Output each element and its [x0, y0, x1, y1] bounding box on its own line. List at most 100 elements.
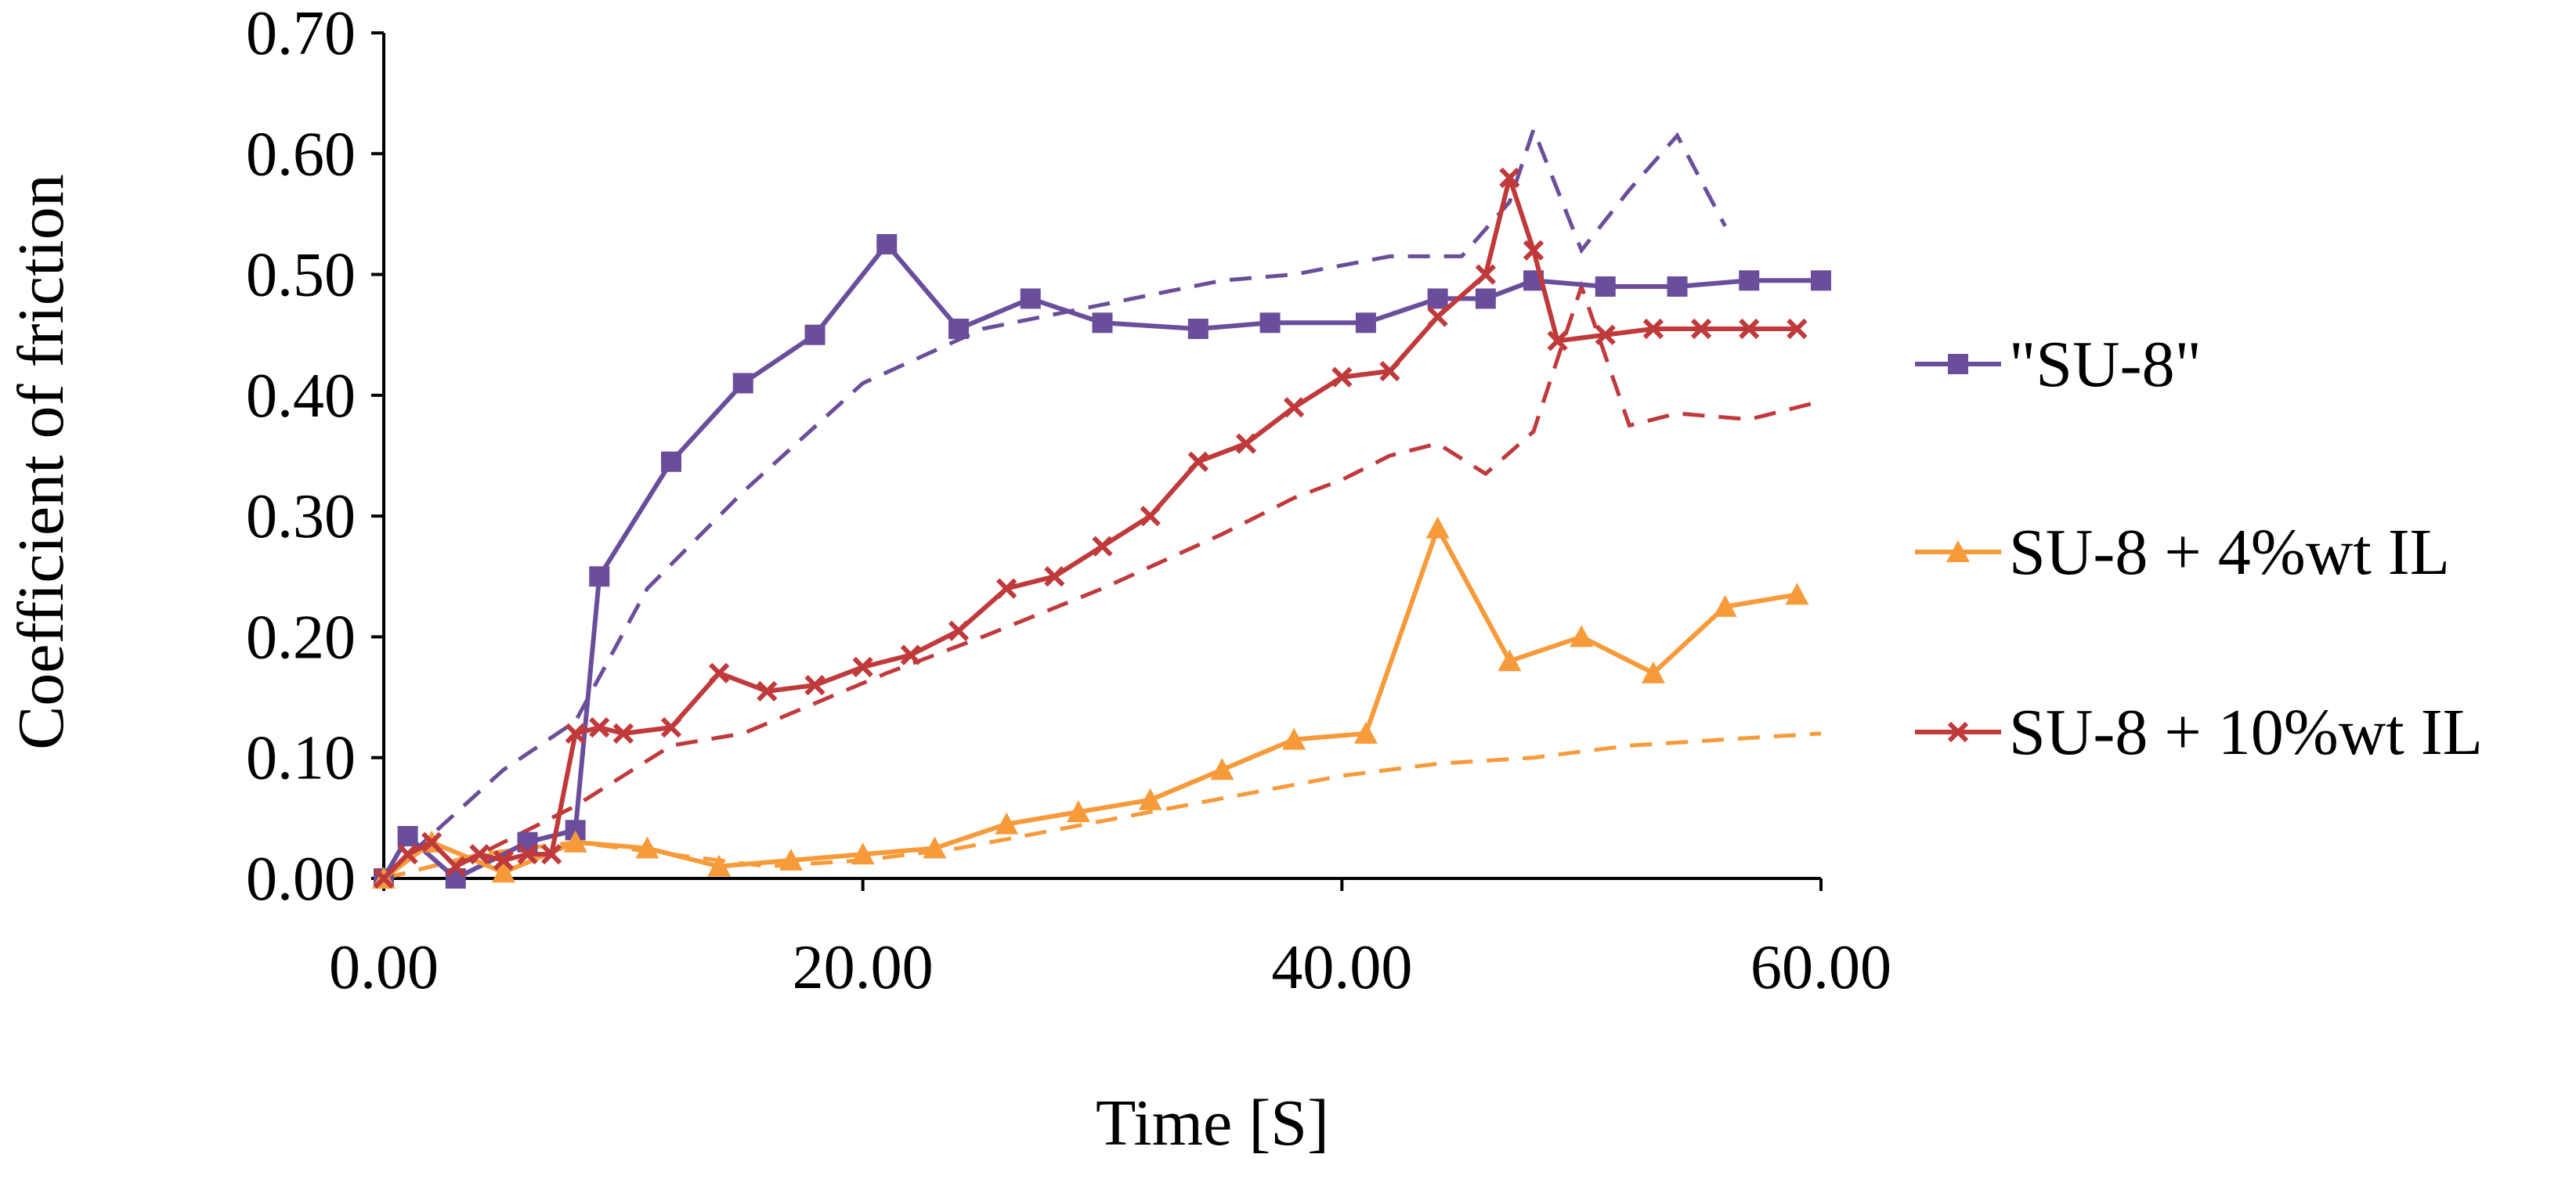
- series-2: [373, 168, 1808, 889]
- data-point: [565, 723, 586, 744]
- data-point: [445, 856, 466, 877]
- y-tick-label: 0.20: [246, 603, 356, 672]
- trend-line-2: [383, 731, 1822, 881]
- data-point: [1353, 721, 1378, 744]
- data-point: [948, 620, 970, 641]
- data-point: [1140, 506, 1161, 527]
- data-point: [1331, 366, 1353, 388]
- data-point: [709, 662, 730, 683]
- data-point: [635, 836, 659, 859]
- data-point: [779, 848, 803, 871]
- data-point: [1523, 240, 1545, 261]
- data-point: [1092, 312, 1113, 334]
- data-point: [1811, 270, 1831, 291]
- legend-marker: [1948, 354, 1968, 374]
- data-point: [1235, 433, 1257, 454]
- data-point: [469, 844, 490, 865]
- data-point: [876, 234, 898, 254]
- legend-marker: [1946, 540, 1970, 562]
- x-axis-label: Time [S]: [1096, 1087, 1329, 1160]
- data-point: [1499, 168, 1520, 189]
- data-point: [1427, 306, 1448, 327]
- data-point: [1642, 318, 1664, 340]
- trend-line-0: [382, 124, 1727, 880]
- data-point: [1427, 288, 1448, 309]
- x-tick-label: 20.00: [793, 933, 934, 1002]
- legend-marker: [1947, 721, 1969, 743]
- data-point: [1092, 536, 1113, 557]
- data-point: [589, 717, 610, 738]
- data-point: [1595, 324, 1616, 345]
- legend-item-2: SU-8 + 10%wt IL: [1915, 696, 2483, 769]
- data-point: [1187, 451, 1209, 472]
- data-point: [851, 842, 875, 865]
- data-point: [1284, 397, 1305, 418]
- data-point: [517, 844, 538, 865]
- data-point: [995, 812, 1019, 835]
- data-point: [661, 451, 681, 472]
- y-tick-label: 0.00: [246, 845, 356, 914]
- data-point: [1713, 594, 1737, 617]
- data-point: [1138, 788, 1162, 810]
- data-point: [732, 373, 753, 394]
- x-tick-label: 40.00: [1271, 933, 1412, 1002]
- data-point: [1066, 800, 1090, 823]
- legend: "SU-8" SU-8 + 4%wt IL SU-8 + 10%wt IL: [1915, 328, 2483, 769]
- data-point: [1547, 330, 1568, 352]
- data-point: [397, 844, 418, 865]
- trend-line-1: [383, 280, 1822, 881]
- data-point: [1210, 758, 1234, 781]
- data-point: [1641, 661, 1665, 683]
- legend-label: "SU-8": [2009, 328, 2202, 401]
- data-point: [493, 849, 515, 871]
- legend-item-1: SU-8 + 4%wt IL: [1915, 516, 2450, 589]
- x-tick-label: 60.00: [1750, 933, 1891, 1002]
- data-point: [563, 830, 587, 853]
- y-axis-label: Coefficient of friction: [5, 174, 78, 750]
- data-point: [1739, 270, 1760, 291]
- legend-item-0: "SU-8": [1915, 328, 2202, 401]
- series-line: [381, 242, 1821, 881]
- data-point: [1570, 625, 1594, 647]
- series-0: [374, 234, 1831, 889]
- axes: [382, 33, 1821, 880]
- x-tick-label: 0.00: [329, 933, 439, 1002]
- data-point: [923, 836, 947, 859]
- y-tick-label: 0.70: [246, 0, 356, 68]
- x-ticks: 0.00 20.00 40.00 60.00: [329, 878, 1891, 1002]
- data-point: [1595, 276, 1616, 297]
- series-lines: [372, 168, 1831, 889]
- data-point: [1787, 318, 1808, 340]
- data-point: [948, 319, 969, 339]
- y-tick-label: 0.50: [246, 241, 356, 310]
- data-point: [660, 717, 682, 738]
- data-point: [757, 680, 778, 702]
- data-point: [1044, 566, 1065, 587]
- data-point: [1282, 727, 1306, 750]
- data-point: [1739, 318, 1760, 340]
- data-point: [852, 656, 873, 678]
- y-ticks: 0.00 0.10 0.20 0.30 0.40 0.50 0.60 0.70: [246, 0, 384, 914]
- data-point: [804, 324, 826, 345]
- y-tick-label: 0.10: [246, 724, 356, 793]
- y-tick-label: 0.40: [246, 362, 356, 431]
- legend-label: SU-8 + 10%wt IL: [2009, 696, 2483, 769]
- data-point: [1020, 288, 1041, 309]
- data-point: [1475, 264, 1496, 285]
- y-tick-label: 0.60: [246, 120, 356, 189]
- data-point: [1667, 276, 1688, 297]
- data-point: [1355, 312, 1376, 334]
- data-point: [491, 860, 515, 883]
- data-point: [1785, 582, 1809, 605]
- data-point: [900, 644, 921, 665]
- data-point: [1475, 288, 1496, 309]
- data-point: [612, 723, 634, 744]
- data-point: [1259, 312, 1281, 334]
- data-point: [373, 867, 395, 889]
- data-point: [421, 831, 443, 853]
- data-point: [1690, 318, 1712, 340]
- data-point: [397, 826, 418, 846]
- y-tick-label: 0.30: [246, 482, 356, 551]
- data-point: [1425, 516, 1450, 539]
